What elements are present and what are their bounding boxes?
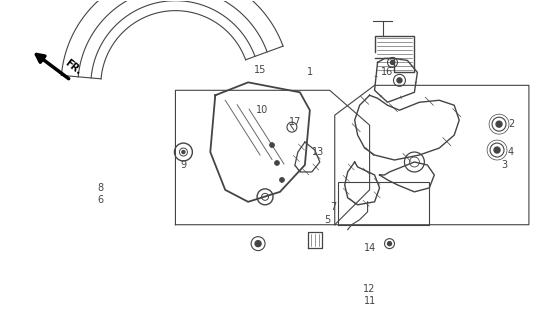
Text: 10: 10 xyxy=(256,105,268,115)
Circle shape xyxy=(391,60,394,64)
Text: 13: 13 xyxy=(312,147,324,157)
Text: 11: 11 xyxy=(363,296,376,306)
Text: 7: 7 xyxy=(331,202,337,212)
Circle shape xyxy=(270,143,275,148)
Circle shape xyxy=(255,241,261,247)
Text: 6: 6 xyxy=(98,195,104,205)
Text: 15: 15 xyxy=(254,65,266,76)
Text: 17: 17 xyxy=(289,117,301,127)
Circle shape xyxy=(397,78,402,83)
Text: 3: 3 xyxy=(501,160,507,170)
Text: FR.: FR. xyxy=(63,58,83,77)
Circle shape xyxy=(182,150,185,154)
Circle shape xyxy=(496,121,502,127)
Circle shape xyxy=(387,242,392,246)
Text: 8: 8 xyxy=(98,183,104,193)
Circle shape xyxy=(275,161,279,165)
Text: 2: 2 xyxy=(508,119,514,129)
Text: 16: 16 xyxy=(381,68,394,77)
Text: 9: 9 xyxy=(181,160,187,170)
Text: 4: 4 xyxy=(508,147,514,157)
Text: 5: 5 xyxy=(325,215,331,225)
Text: 14: 14 xyxy=(363,243,376,252)
Circle shape xyxy=(279,177,284,182)
Text: 12: 12 xyxy=(363,284,376,294)
Circle shape xyxy=(494,147,500,153)
Text: 1: 1 xyxy=(307,68,313,77)
